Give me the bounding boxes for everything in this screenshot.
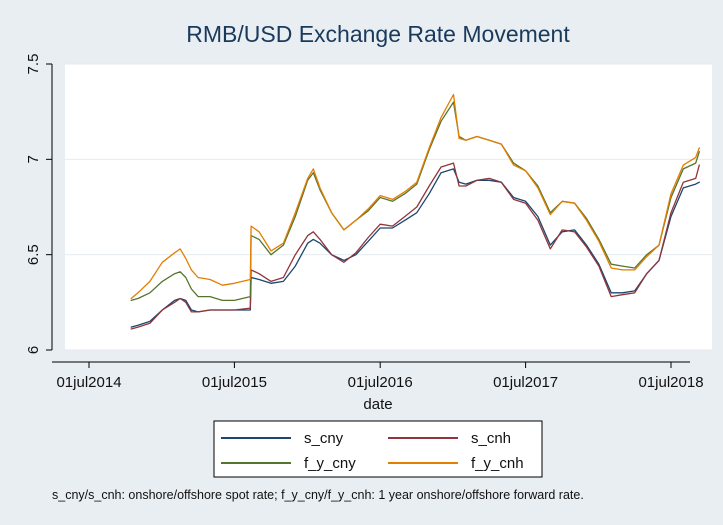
- x-tick-label: 01jul2014: [56, 374, 121, 391]
- x-tick-label: 01jul2015: [202, 374, 267, 391]
- chart-note: s_cny/s_cnh: onshore/offshore spot rate;…: [52, 488, 584, 502]
- y-tick-label: 7.5: [25, 54, 42, 75]
- series-line-f-y-cnh: [130, 93, 700, 300]
- y-tick-label: 6.5: [25, 244, 42, 265]
- x-tick-label: 01jul2017: [493, 374, 558, 391]
- legend: s_cny s_cnh f_y_cny f_y_cnh: [221, 430, 524, 472]
- chart-title: RMB/USD Exchange Rate Movement: [186, 21, 570, 47]
- x-axis-title: date: [363, 396, 392, 413]
- legend-label-f-y-cny: f_y_cny: [304, 455, 356, 472]
- series-line-f-y-cny: [130, 101, 700, 302]
- legend-label-s-cnh: s_cnh: [471, 430, 511, 447]
- series-line-s-cnh: [130, 162, 700, 330]
- x-tick-label: 01jul2016: [348, 374, 413, 391]
- y-tick-label: 7: [25, 155, 42, 163]
- axis-ticks: 6 6.5 7 7.5 01jul2014 01jul2015 01jul2016 01jul…: [25, 54, 704, 391]
- legend-label-s-cny: s_cny: [304, 430, 344, 447]
- x-tick-label: 01jul2018: [638, 374, 703, 391]
- legend-box: [213, 420, 543, 478]
- series-lines: [130, 93, 700, 330]
- plot-area: [65, 64, 712, 350]
- legend-label-f-y-cnh: f_y_cnh: [471, 455, 524, 472]
- y-tick-label: 6: [25, 346, 42, 354]
